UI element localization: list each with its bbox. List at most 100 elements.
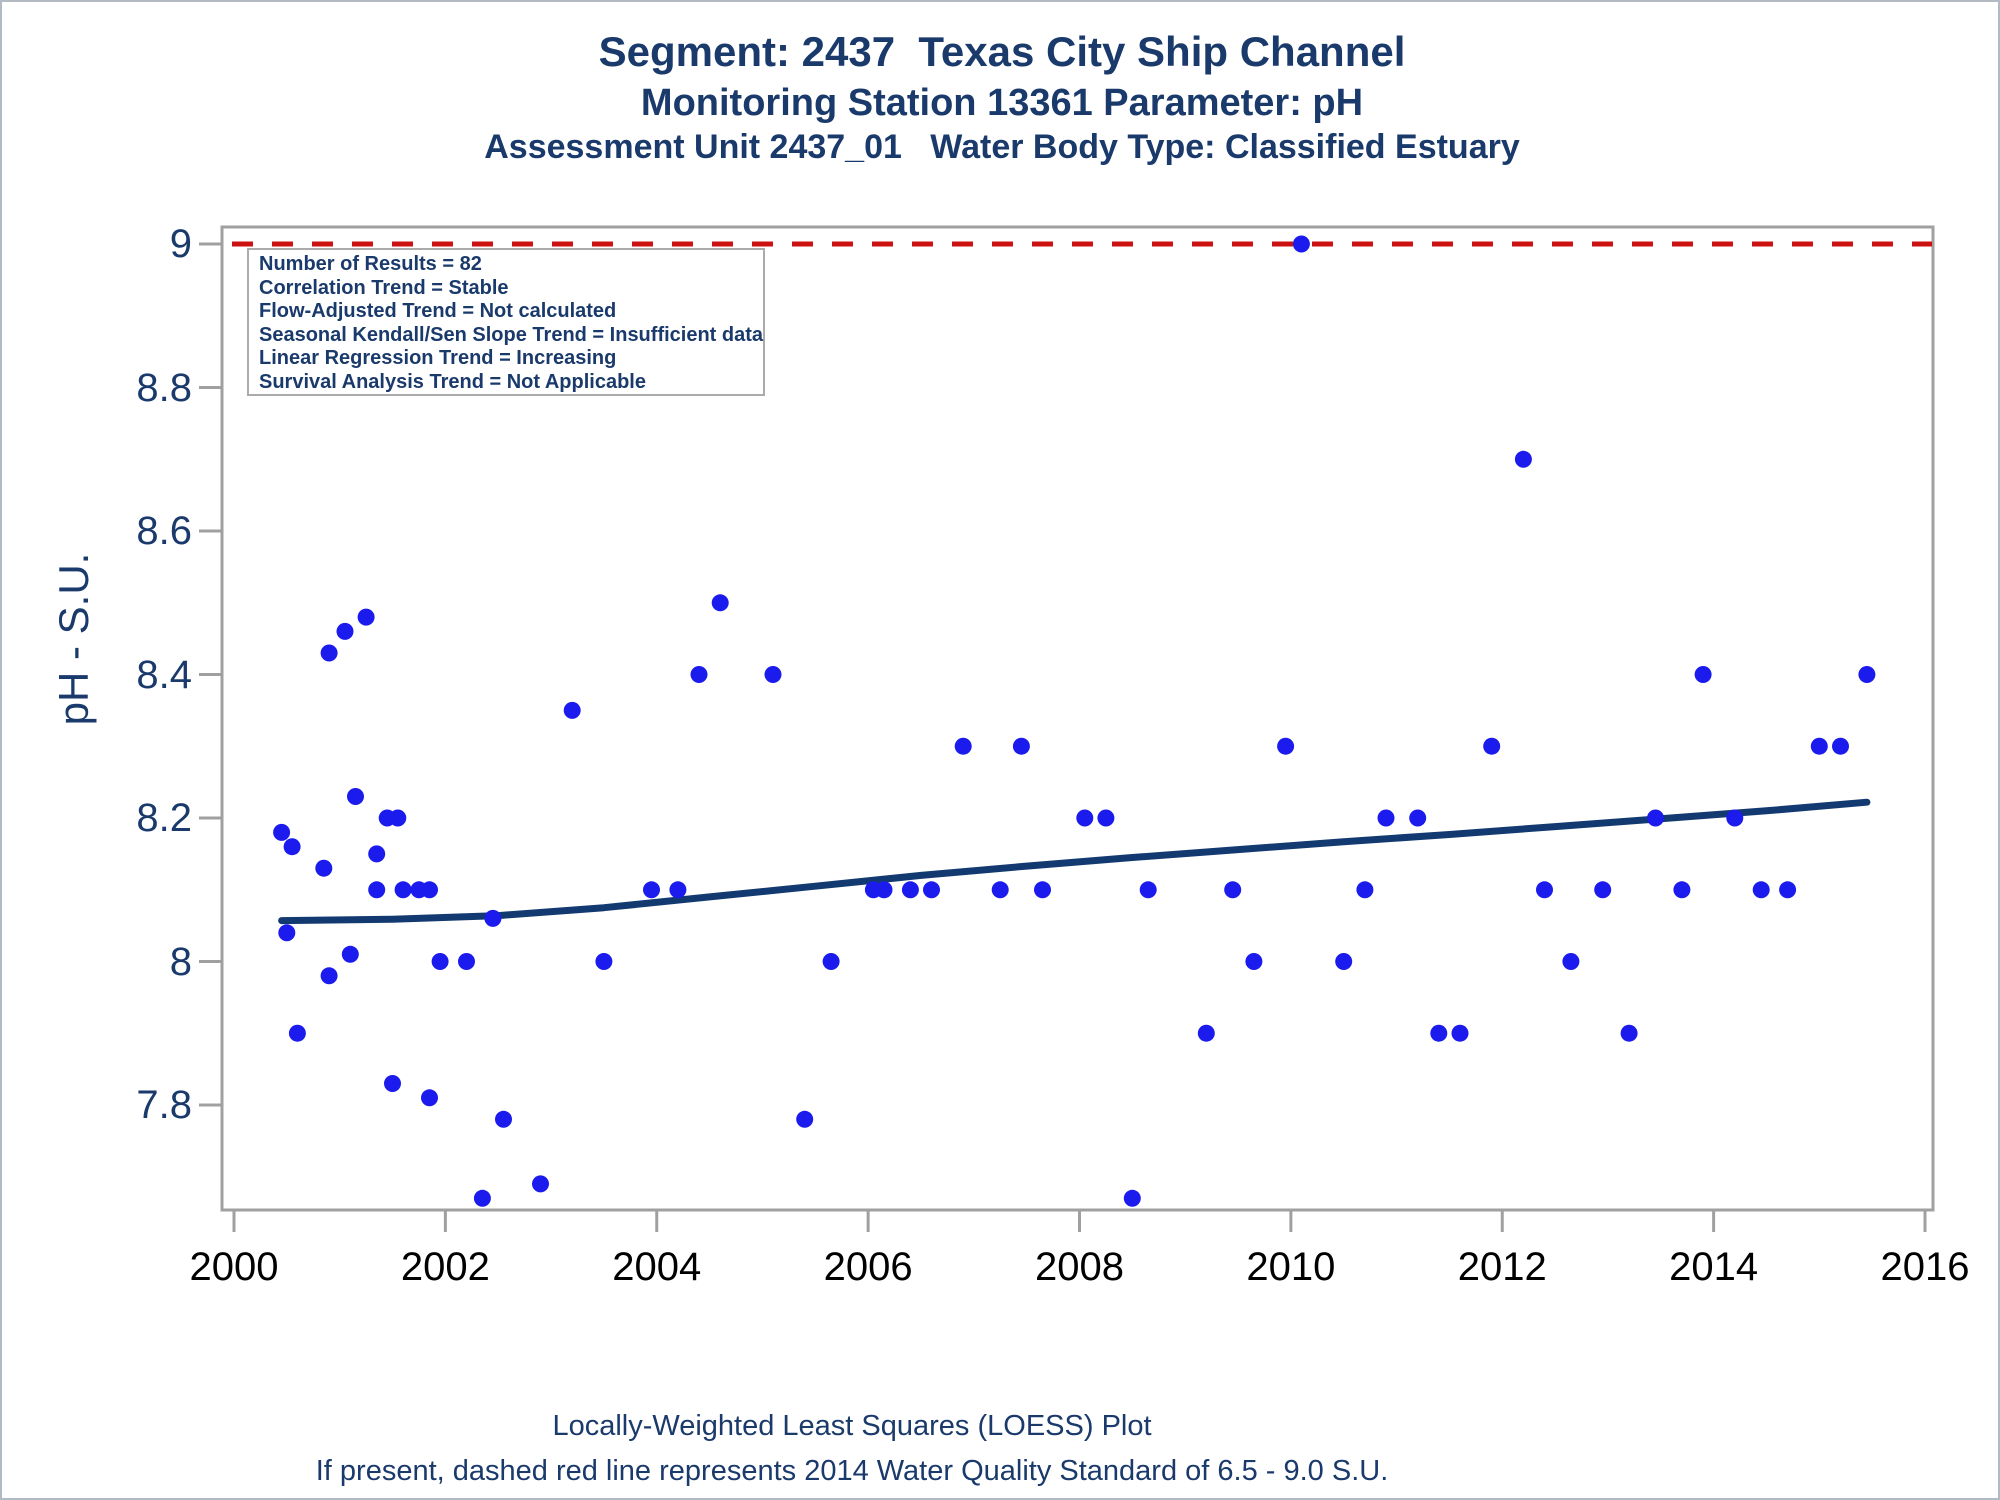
trend-statistics-box: Number of Results = 82 Correlation Trend …	[247, 248, 765, 396]
data-point	[991, 881, 1009, 899]
data-point	[1594, 881, 1612, 899]
x-tick-label: 2008	[1035, 1245, 1124, 1289]
data-point	[1377, 809, 1395, 827]
y-tick-label: 9	[169, 222, 192, 266]
stats-line: Linear Regression Trend = Increasing	[259, 347, 617, 369]
data-point	[1779, 881, 1797, 899]
data-point	[1076, 809, 1094, 827]
data-point	[796, 1110, 814, 1128]
y-tick-label: 8	[169, 939, 192, 984]
data-point	[368, 881, 386, 899]
data-point	[669, 881, 687, 899]
data-point	[315, 859, 333, 877]
data-point	[1647, 809, 1664, 827]
x-tick-label: 2010	[1246, 1245, 1336, 1289]
data-point	[421, 1089, 438, 1107]
data-point	[320, 967, 338, 985]
data-point	[1451, 1024, 1469, 1042]
data-point	[595, 953, 613, 970]
data-point	[341, 945, 359, 963]
data-point	[532, 1175, 549, 1193]
data-point	[495, 1110, 512, 1128]
x-tick-label: 2016	[1880, 1245, 1970, 1289]
data-point	[764, 666, 782, 683]
data-point	[875, 881, 893, 899]
data-point	[711, 594, 729, 612]
footer-notes: Locally-Weighted Least Squares (LOESS) P…	[2, 1404, 1702, 1494]
data-point	[1012, 737, 1030, 755]
chart-title-assessment-unit: Assessment Unit 2437_01 Water Body Type:…	[484, 128, 1520, 166]
data-point	[458, 953, 475, 970]
data-point	[368, 845, 386, 863]
data-point	[283, 838, 301, 856]
data-point	[288, 1024, 306, 1042]
footnote-loess: Locally-Weighted Least Squares (LOESS) P…	[552, 1410, 1152, 1442]
data-point	[421, 881, 438, 899]
stats-line: Flow-Adjusted Trend = Not calculated	[259, 300, 617, 322]
data-point	[563, 701, 581, 719]
chart-title-station-parameter: Monitoring Station 13361 Parameter: pH	[640, 82, 1364, 124]
data-point	[1858, 666, 1876, 683]
data-point	[473, 1189, 491, 1207]
data-point	[1277, 737, 1295, 755]
data-point	[1245, 953, 1263, 970]
data-point	[1139, 881, 1157, 899]
data-point	[1726, 809, 1744, 827]
data-point	[954, 737, 972, 755]
data-point	[690, 666, 708, 683]
footnote-standard: If present, dashed red line represents 2…	[315, 1455, 1389, 1487]
x-tick-label: 2002	[400, 1245, 490, 1289]
data-point	[1430, 1024, 1448, 1042]
data-point	[320, 644, 338, 662]
data-point	[1752, 881, 1770, 899]
data-point	[1483, 737, 1501, 755]
data-point	[1123, 1189, 1141, 1207]
data-point	[336, 622, 354, 640]
chart-title-segment: Segment: 2437 Texas City Ship Channel	[598, 28, 1406, 75]
y-tick-label: 8.8	[136, 365, 192, 410]
data-point	[357, 608, 375, 626]
data-point	[1335, 953, 1353, 970]
x-tick-label: 2012	[1457, 1245, 1547, 1289]
y-axis-title: pH - S.U.	[50, 552, 97, 726]
data-point	[1197, 1024, 1215, 1042]
data-point	[273, 823, 291, 841]
data-point	[1832, 737, 1849, 755]
plot-frame	[220, 225, 1935, 1212]
x-tick-label: 2000	[189, 1245, 279, 1289]
data-point	[643, 881, 660, 899]
y-tick-label: 8.2	[136, 796, 192, 840]
data-point	[923, 881, 940, 899]
data-point	[1356, 881, 1374, 899]
data-point	[347, 788, 364, 805]
y-tick-label: 8.4	[136, 652, 192, 697]
data-point	[431, 953, 449, 970]
data-point	[1694, 666, 1712, 683]
data-point	[1562, 953, 1580, 970]
loess-trend-line	[278, 798, 1871, 925]
data-point	[1810, 737, 1828, 755]
stats-line: Survival Analysis Trend = Not Applicable	[259, 370, 646, 393]
data-point	[389, 809, 407, 827]
x-tick-label: 2014	[1669, 1245, 1759, 1289]
data-point	[1409, 809, 1427, 827]
data-point	[484, 909, 502, 927]
y-tick-label: 8.6	[136, 509, 192, 553]
data-point	[1620, 1024, 1638, 1042]
data-point	[1536, 881, 1553, 899]
data-point	[1514, 450, 1532, 468]
x-tick-label: 2006	[823, 1245, 913, 1289]
data-point	[384, 1075, 401, 1092]
data-point	[1673, 881, 1691, 899]
data-point	[901, 881, 919, 899]
data-point	[1097, 809, 1115, 827]
x-tick-label: 2004	[612, 1245, 702, 1289]
data-point	[822, 953, 840, 970]
stats-line: Number of Results = 82	[259, 253, 482, 275]
stats-line: Seasonal Kendall/Sen Slope Trend = Insuf…	[259, 323, 764, 346]
data-point	[1034, 881, 1051, 899]
data-point	[278, 924, 296, 942]
y-tick-label: 7.8	[136, 1083, 192, 1127]
